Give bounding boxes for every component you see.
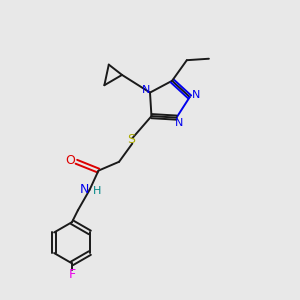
Text: N: N	[141, 85, 150, 95]
Text: F: F	[68, 268, 76, 281]
Text: H: H	[93, 186, 101, 196]
Text: N: N	[175, 118, 184, 128]
Text: N: N	[80, 183, 89, 196]
Text: N: N	[191, 90, 200, 100]
Text: S: S	[127, 133, 135, 146]
Text: O: O	[65, 154, 75, 167]
